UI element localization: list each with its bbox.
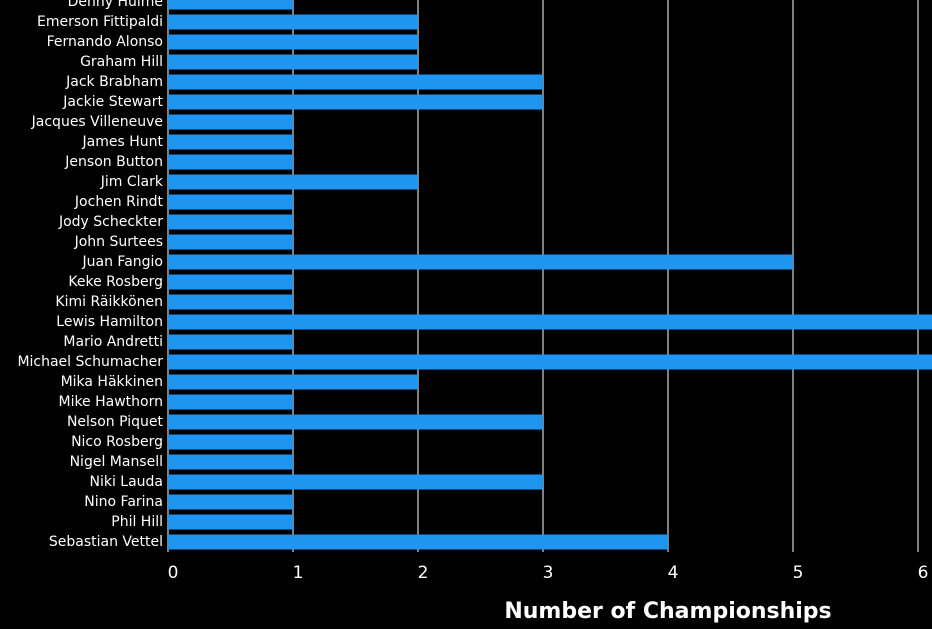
bar: [168, 134, 293, 150]
y-tick-label: Mario Andretti: [63, 334, 163, 350]
y-tick-label: Jack Brabham: [65, 74, 163, 90]
y-tick-label: Michael Schumacher: [17, 354, 163, 370]
y-tick-label: Niki Lauda: [89, 474, 163, 490]
bar: [168, 454, 293, 470]
bar: [168, 194, 293, 210]
bar: [168, 334, 293, 350]
bar: [168, 474, 543, 490]
x-tick-label: 0: [168, 563, 179, 583]
y-tick-label: Phil Hill: [111, 514, 163, 530]
y-tick-label: Jacques Villeneuve: [31, 114, 163, 130]
bar: [168, 514, 293, 530]
x-tick-label: 6: [918, 563, 929, 583]
y-tick-label: Nigel Mansell: [70, 454, 163, 470]
y-tick-label: Emerson Fittipaldi: [37, 14, 163, 30]
bar: [168, 14, 418, 30]
y-tick-label: Nelson Piquet: [67, 414, 164, 430]
bar: [168, 34, 418, 50]
y-tick-label: Fernando Alonso: [47, 34, 163, 50]
y-tick-label: Graham Hill: [80, 54, 163, 70]
bar: [168, 374, 418, 390]
bar: [168, 114, 293, 130]
y-tick-label: Jody Scheckter: [58, 214, 163, 230]
y-tick-label: Jackie Stewart: [62, 94, 163, 110]
y-tick-label: John Surtees: [74, 234, 163, 250]
y-tick-label: Lewis Hamilton: [56, 314, 163, 330]
bar: [168, 534, 668, 550]
bar: [168, 254, 793, 270]
bar: [168, 0, 293, 10]
y-tick-label: Jenson Button: [64, 154, 163, 170]
bar: [168, 54, 418, 70]
bar: [168, 234, 293, 250]
bar: [168, 494, 293, 510]
bar: [168, 294, 293, 310]
bar: [168, 394, 293, 410]
y-tick-label: Nico Rosberg: [71, 434, 163, 450]
y-tick-label: Sebastian Vettel: [49, 534, 163, 550]
x-tick-label: 2: [418, 563, 429, 583]
y-tick-label: Kimi Räikkönen: [55, 294, 163, 310]
bar: [168, 154, 293, 170]
bar: [168, 434, 293, 450]
y-tick-label: Mike Hawthorn: [58, 394, 163, 410]
bar: [168, 314, 932, 330]
bar: [168, 274, 293, 290]
x-tick-label: 3: [543, 563, 554, 583]
bar: [168, 74, 543, 90]
y-tick-label: Juan Fangio: [82, 254, 163, 270]
y-tick-label: Mika Häkkinen: [61, 374, 163, 390]
x-tick-label: 4: [668, 563, 679, 583]
x-tick-label: 1: [293, 563, 304, 583]
bar: [168, 94, 543, 110]
x-tick-label: 5: [793, 563, 804, 583]
y-tick-label: Jochen Rindt: [74, 194, 164, 210]
bar: [168, 354, 932, 370]
y-tick-label: Keke Rosberg: [68, 274, 163, 290]
y-tick-label: Nino Farina: [84, 494, 163, 510]
bar: [168, 414, 543, 430]
y-tick-label: Jim Clark: [100, 174, 164, 190]
bar: [168, 214, 293, 230]
y-tick-label: Denny Hulme: [68, 0, 163, 10]
y-tick-label: James Hunt: [82, 134, 164, 150]
x-axis-title: Number of Championships: [504, 599, 831, 624]
bar: [168, 174, 418, 190]
